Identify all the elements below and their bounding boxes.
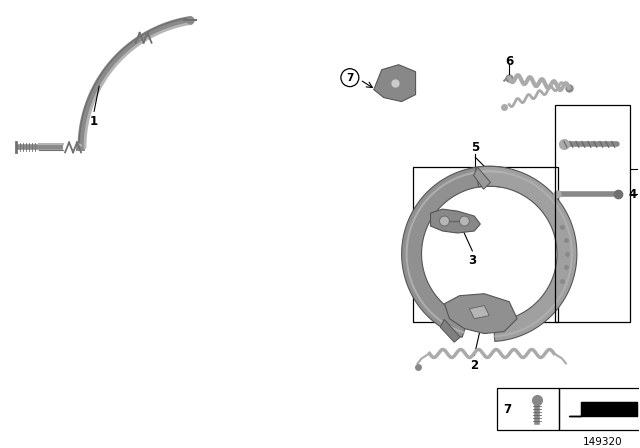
- Polygon shape: [440, 319, 460, 342]
- Text: 4: 4: [628, 188, 637, 201]
- Polygon shape: [431, 209, 480, 233]
- Text: 149320: 149320: [583, 437, 623, 447]
- Polygon shape: [474, 168, 490, 189]
- Circle shape: [440, 216, 449, 226]
- Polygon shape: [374, 65, 415, 102]
- Bar: [413, 167, 558, 322]
- Bar: [555, 104, 630, 322]
- Text: 2: 2: [470, 359, 478, 372]
- Polygon shape: [476, 166, 577, 341]
- Text: 7: 7: [503, 403, 511, 416]
- Polygon shape: [469, 306, 489, 319]
- Text: 7: 7: [346, 73, 353, 83]
- Polygon shape: [444, 294, 517, 334]
- Bar: [559, 388, 640, 430]
- Circle shape: [460, 216, 469, 226]
- Text: 5: 5: [471, 141, 479, 154]
- Polygon shape: [569, 402, 637, 416]
- Text: 1: 1: [90, 115, 98, 128]
- Polygon shape: [402, 166, 503, 337]
- Text: 3: 3: [468, 254, 476, 267]
- Text: 6: 6: [505, 55, 513, 68]
- Bar: [497, 388, 559, 430]
